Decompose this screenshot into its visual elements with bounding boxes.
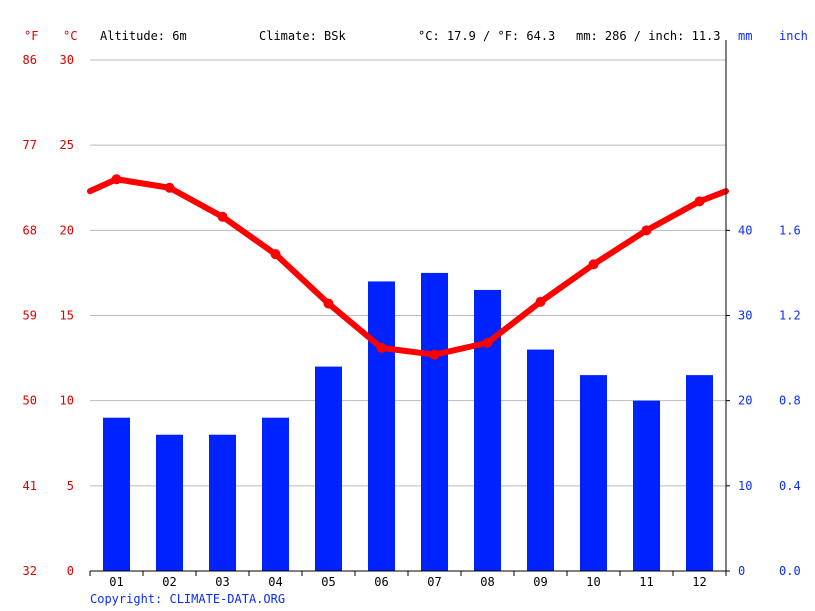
mm-tick-label: 40 xyxy=(738,223,752,237)
precipitation-bar xyxy=(262,417,289,571)
celsius-tick-label: 5 xyxy=(67,479,74,493)
altitude-label: Altitude: 6m xyxy=(100,29,187,43)
temperature-point xyxy=(217,211,228,222)
fahrenheit-tick-label: 41 xyxy=(23,479,37,493)
month-tick-label: 01 xyxy=(109,575,123,589)
mm-tick-label: 10 xyxy=(738,479,752,493)
precipitation-bar xyxy=(209,434,236,571)
unit-celsius-label: °C xyxy=(63,29,77,43)
temperature-series-line xyxy=(87,176,729,358)
celsius-tick-label: 30 xyxy=(60,53,74,67)
precipitation-bar xyxy=(421,272,448,571)
month-axis-ticks: 01 02 03 04 05 06 07 08 09 10 11 12 xyxy=(89,571,727,589)
mm-tick-label: 30 xyxy=(738,309,752,323)
precipitation-bar xyxy=(633,400,660,571)
month-tick-label: 09 xyxy=(533,575,547,589)
fahrenheit-tick-label: 86 xyxy=(23,53,37,67)
inch-tick-label: 1.6 xyxy=(779,223,801,237)
temperature-point xyxy=(376,342,387,353)
month-tick-label: 06 xyxy=(374,575,388,589)
fahrenheit-tick-label: 68 xyxy=(23,223,37,237)
celsius-tick-label: 0 xyxy=(67,564,74,578)
fahrenheit-tick-label: 77 xyxy=(23,138,37,152)
precipitation-axis-ticks: 0 0.0 10 0.4 20 0.8 30 1.2 40 1.6 xyxy=(726,223,801,578)
temperature-point xyxy=(482,337,493,348)
temperature-axis-ticks: 0 32 5 41 10 50 15 59 20 68 25 77 30 86 xyxy=(23,53,74,578)
month-tick-label: 12 xyxy=(692,575,706,589)
temperature-point xyxy=(535,296,546,307)
inch-tick-label: 0.8 xyxy=(779,394,801,408)
month-tick-label: 10 xyxy=(586,575,600,589)
temperature-point xyxy=(164,182,175,193)
gridlines xyxy=(90,59,726,487)
precipitation-bar xyxy=(156,434,183,571)
unit-fahrenheit-label: °F xyxy=(24,29,38,43)
temperature-point xyxy=(588,259,599,270)
celsius-tick-label: 20 xyxy=(60,223,74,237)
annual-temperature-label: °C: 17.9 / °F: 64.3 xyxy=(418,29,555,43)
celsius-tick-label: 25 xyxy=(60,138,74,152)
celsius-tick-label: 15 xyxy=(60,309,74,323)
temperature-point xyxy=(323,298,334,309)
unit-mm-label: mm xyxy=(738,29,752,43)
fahrenheit-tick-label: 50 xyxy=(23,394,37,408)
precipitation-bar xyxy=(368,281,395,571)
month-tick-label: 04 xyxy=(268,575,282,589)
month-tick-label: 11 xyxy=(639,575,653,589)
precipitation-bar xyxy=(686,375,713,571)
temperature-point xyxy=(111,174,122,185)
month-tick-label: 03 xyxy=(215,575,229,589)
month-tick-label: 08 xyxy=(480,575,494,589)
climate-label: Climate: BSk xyxy=(259,29,346,43)
precipitation-bar xyxy=(580,375,607,571)
temperature-point xyxy=(641,225,652,236)
month-tick-label: 05 xyxy=(321,575,335,589)
unit-inch-label: inch xyxy=(779,29,808,43)
fahrenheit-tick-label: 59 xyxy=(23,309,37,323)
mm-tick-label: 20 xyxy=(738,394,752,408)
inch-tick-label: 0.0 xyxy=(779,564,801,578)
temperature-line xyxy=(87,174,729,360)
precipitation-bar xyxy=(527,349,554,571)
precipitation-bar xyxy=(103,417,130,571)
annual-precipitation-label: mm: 286 / inch: 11.3 xyxy=(576,29,721,43)
temperature-point xyxy=(270,249,281,260)
month-tick-label: 07 xyxy=(427,575,441,589)
celsius-tick-label: 10 xyxy=(60,394,74,408)
copyright-text: Copyright: CLIMATE-DATA.ORG xyxy=(90,592,285,606)
fahrenheit-tick-label: 32 xyxy=(23,564,37,578)
month-tick-label: 02 xyxy=(162,575,176,589)
mm-tick-label: 0 xyxy=(738,564,745,578)
precipitation-bar xyxy=(315,366,342,571)
precipitation-bars xyxy=(103,272,713,571)
temperature-point xyxy=(694,196,705,207)
inch-tick-label: 1.2 xyxy=(779,309,801,323)
temperature-point xyxy=(429,349,440,360)
inch-tick-label: 0.4 xyxy=(779,479,801,493)
